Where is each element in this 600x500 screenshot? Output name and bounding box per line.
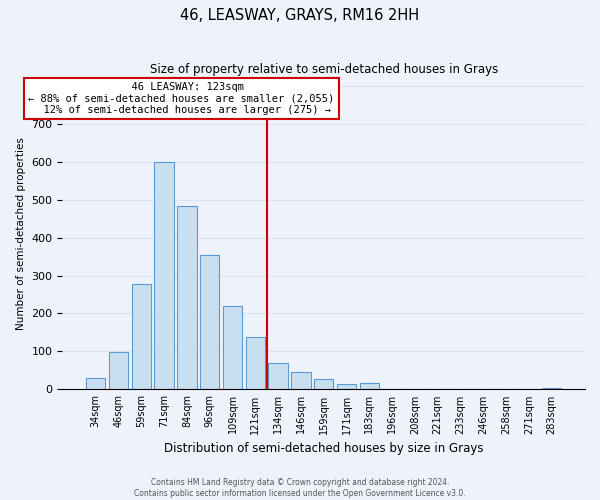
Text: Contains HM Land Registry data © Crown copyright and database right 2024.
Contai: Contains HM Land Registry data © Crown c… (134, 478, 466, 498)
Bar (268, 363, 288, 390)
Bar (109, 352, 128, 390)
Title: Size of property relative to semi-detached houses in Grays: Size of property relative to semi-detach… (149, 62, 498, 76)
Bar (291, 372, 311, 390)
Bar (359, 383, 379, 390)
Bar (542, 388, 561, 390)
Text: 46 LEASWAY: 123sqm
← 88% of semi-detached houses are smaller (2,055)
  12% of se: 46 LEASWAY: 123sqm ← 88% of semi-detache… (28, 82, 334, 115)
Text: 46, LEASWAY, GRAYS, RM16 2HH: 46, LEASWAY, GRAYS, RM16 2HH (181, 8, 419, 22)
Bar (245, 338, 265, 390)
Y-axis label: Number of semi-detached properties: Number of semi-detached properties (16, 138, 26, 330)
Bar (337, 384, 356, 390)
Bar (154, 162, 174, 390)
Bar (86, 378, 106, 390)
Bar (131, 284, 151, 390)
Bar (200, 254, 220, 390)
Bar (177, 206, 197, 390)
X-axis label: Distribution of semi-detached houses by size in Grays: Distribution of semi-detached houses by … (164, 442, 484, 455)
Bar (223, 306, 242, 390)
Bar (314, 379, 334, 390)
